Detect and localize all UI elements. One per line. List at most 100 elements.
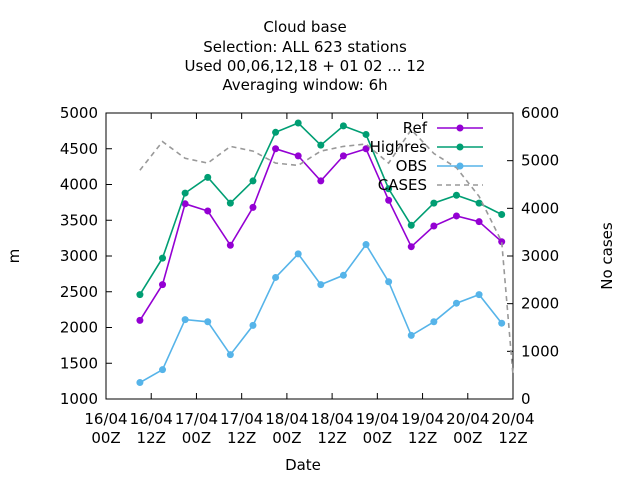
data-point <box>385 197 392 204</box>
data-point <box>498 211 505 218</box>
series-obs <box>136 241 505 386</box>
x-tick-label-time: 12Z <box>498 429 527 447</box>
data-point <box>385 278 392 285</box>
data-point <box>295 250 302 257</box>
series-line-highres <box>140 123 502 295</box>
y2-tick-label: 2000 <box>521 295 559 313</box>
chart-title-line-4: Averaging window: 6h <box>222 76 387 94</box>
data-point <box>182 316 189 323</box>
data-point <box>430 222 437 229</box>
series-line-ref <box>140 149 502 321</box>
x-tick-label-date: 18/04 <box>310 410 353 428</box>
data-point <box>340 122 347 129</box>
y2-tick-label: 3000 <box>521 247 559 265</box>
x-tick-label-date: 20/04 <box>446 410 489 428</box>
data-point <box>272 274 279 281</box>
legend-label: CASES <box>378 176 427 194</box>
data-point <box>317 177 324 184</box>
y-tick-label: 4500 <box>60 140 98 158</box>
y-tick-label: 1500 <box>60 354 98 372</box>
data-point <box>363 131 370 138</box>
y2-tick-label: 4000 <box>521 199 559 217</box>
data-point <box>182 190 189 197</box>
data-point <box>159 281 166 288</box>
y2-tick-label: 0 <box>521 390 531 408</box>
x-tick-label-time: 12Z <box>408 429 437 447</box>
plot-frame <box>106 113 513 399</box>
data-point <box>136 291 143 298</box>
x-tick-label-date: 20/04 <box>491 410 534 428</box>
y2-tick-label: 6000 <box>521 104 559 122</box>
data-point <box>204 207 211 214</box>
legend-marker <box>457 125 464 132</box>
data-point <box>340 152 347 159</box>
x-tick-label-date: 19/04 <box>356 410 399 428</box>
x-tick-label-time: 00Z <box>453 429 482 447</box>
data-point <box>227 242 234 249</box>
y2-axis-label: No cases <box>598 222 616 290</box>
chart-title-line-1: Cloud base <box>263 18 346 36</box>
data-point <box>227 351 234 358</box>
axes: 1000 1500 2000 2500 3000 3500 4000 4500 5000 0 100… <box>60 104 559 447</box>
x-tick-label-time: 00Z <box>182 429 211 447</box>
data-point <box>408 243 415 250</box>
y-tick-label: 5000 <box>60 104 98 122</box>
x-tick-label-date: 17/04 <box>220 410 263 428</box>
x-tick-label-time: 00Z <box>91 429 120 447</box>
data-point <box>249 204 256 211</box>
data-point <box>498 320 505 327</box>
data-point <box>430 200 437 207</box>
x-tick-label-date: 16/04 <box>84 410 127 428</box>
chart-title-line-3: Used 00,06,12,18 + 01 02 ... 12 <box>185 57 426 75</box>
data-point <box>249 177 256 184</box>
data-point <box>476 291 483 298</box>
y-tick-label: 2000 <box>60 319 98 337</box>
legend-label: Ref <box>403 119 428 137</box>
data-point <box>204 174 211 181</box>
data-point <box>136 379 143 386</box>
data-point <box>227 200 234 207</box>
data-point <box>453 300 460 307</box>
data-point <box>272 145 279 152</box>
series-line-obs <box>140 245 502 383</box>
data-point <box>272 129 279 136</box>
x-tick-label-date: 17/04 <box>175 410 218 428</box>
x-tick-label-time: 00Z <box>272 429 301 447</box>
data-point <box>408 222 415 229</box>
y-tick-label: 2500 <box>60 283 98 301</box>
data-point <box>295 120 302 127</box>
data-point <box>453 192 460 199</box>
x-tick-label-time: 12Z <box>137 429 166 447</box>
y-axis-label: m <box>5 249 23 264</box>
series-ref <box>136 145 505 324</box>
data-point <box>159 366 166 373</box>
x-tick-label-time: 12Z <box>317 429 346 447</box>
x-tick-label-time: 00Z <box>363 429 392 447</box>
x-tick-label-time: 12Z <box>227 429 256 447</box>
y-tick-label: 1000 <box>60 390 98 408</box>
chart-title: Cloud base Selection: ALL 623 stations U… <box>185 18 426 94</box>
legend-marker <box>457 163 464 170</box>
data-point <box>317 142 324 149</box>
data-point <box>476 200 483 207</box>
data-point <box>295 152 302 159</box>
x-axis-label: Date <box>285 456 321 474</box>
y-tick-label: 3000 <box>60 247 98 265</box>
x-tick-label-date: 16/04 <box>130 410 173 428</box>
data-point <box>159 255 166 262</box>
data-point <box>430 318 437 325</box>
y2-tick-label: 5000 <box>521 152 559 170</box>
y2-tick-label: 1000 <box>521 342 559 360</box>
data-point <box>249 322 256 329</box>
chart-title-line-2: Selection: ALL 623 stations <box>203 38 407 56</box>
x-tick-label-date: 18/04 <box>265 410 308 428</box>
series-layer <box>136 120 513 387</box>
legend-label: OBS <box>396 157 427 175</box>
data-point <box>136 317 143 324</box>
data-point <box>204 318 211 325</box>
legend-marker <box>457 144 464 151</box>
data-point <box>363 241 370 248</box>
data-point <box>476 218 483 225</box>
